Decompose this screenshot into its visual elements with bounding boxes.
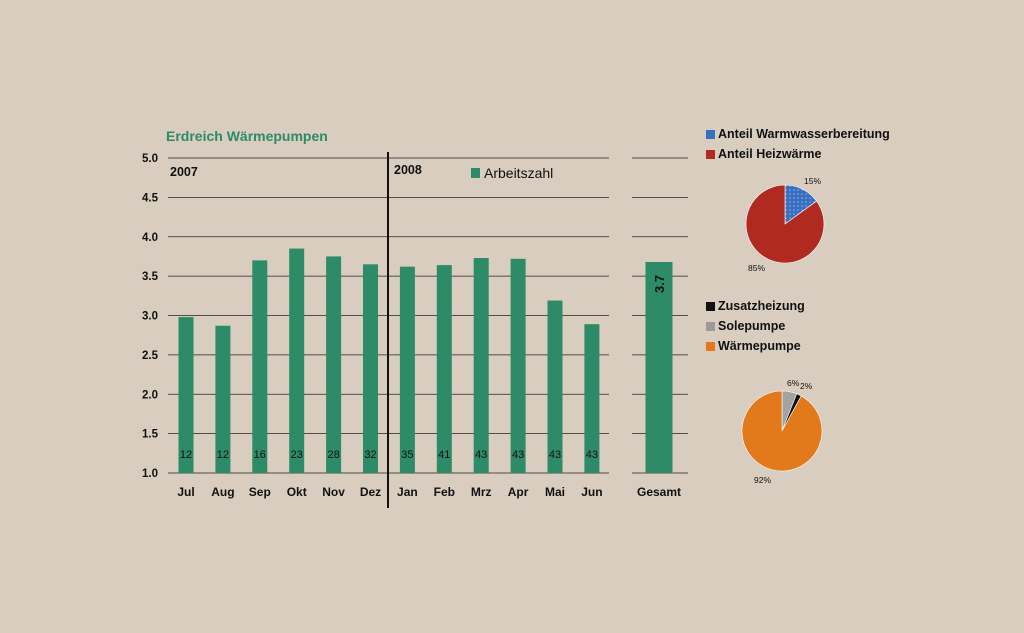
y-tick-label: 3.5 (142, 271, 159, 283)
legend-heizwaerme: Anteil Heizwärme (706, 147, 822, 161)
y-tick-label: 2.0 (142, 389, 158, 401)
bar-label-jul: 12 (180, 449, 192, 461)
x-tick-feb: Feb (434, 485, 455, 499)
bar-feb (436, 265, 452, 473)
y-axis-tick-labels: 1.0 1.5 2.0 2.5 3.0 3.5 4.0 4.5 5.0 (142, 153, 159, 480)
pie-label-wärmepumpe: 92% (754, 475, 771, 485)
x-tick-aug: Aug (211, 485, 234, 499)
y-tick-label: 5.0 (142, 153, 158, 165)
x-tick-dez: Dez (360, 485, 381, 499)
legend-swatch-arbeitszahl (471, 168, 480, 178)
gridlines (168, 157, 688, 474)
y-tick-label: 1.5 (142, 429, 159, 441)
bar-label-okt: 23 (291, 449, 303, 461)
bar-aug (215, 325, 231, 473)
bars: 12 12 16 23 28 32 35 41 43 43 43 43 3.7 (178, 248, 673, 473)
bar-mai (547, 300, 563, 473)
legend-swatch-heizwaerme (706, 149, 715, 159)
x-tick-nov: Nov (322, 485, 345, 499)
legend-swatch-waermepumpe (706, 341, 715, 351)
bar-label-gesamt: 3.7 (652, 275, 667, 293)
bar-apr (510, 258, 526, 473)
pie-chart-energieanteil: 6% 2% 92% (741, 378, 823, 485)
pie-slice-anteil-heizwärme (745, 184, 825, 264)
legend-swatch-zusatzheizung (706, 301, 715, 311)
bar-label-sep: 16 (254, 449, 266, 461)
y-tick-label: 4.5 (142, 192, 159, 204)
x-tick-jun: Jun (581, 485, 602, 499)
y-tick-label: 2.5 (142, 350, 159, 362)
bar-label-jun: 43 (586, 449, 598, 461)
x-tick-okt: Okt (287, 485, 307, 499)
bar-mrz (473, 258, 489, 473)
x-tick-mai: Mai (545, 485, 565, 499)
bar-okt (289, 248, 305, 473)
legend-label-heizwaerme: Anteil Heizwärme (718, 147, 822, 161)
legend-label-warmwasser: Anteil Warmwasserbereitung (718, 127, 890, 141)
legend-swatch-solepumpe (706, 321, 715, 331)
bar-label-aug: 12 (217, 449, 229, 461)
chart-title: Erdreich Wärmepumpen (166, 128, 328, 144)
bar-label-mrz: 43 (475, 449, 487, 461)
year-label-2007: 2007 (170, 165, 198, 179)
x-tick-jul: Jul (177, 485, 194, 499)
bar-label-feb: 41 (438, 449, 450, 461)
pie-label-zusatzheizung: 2% (800, 381, 813, 391)
bar-label-dez: 32 (364, 449, 376, 461)
x-tick-apr: Apr (508, 485, 529, 499)
bar-nov (326, 256, 342, 473)
legend-label-zusatzheizung: Zusatzheizung (718, 299, 805, 313)
pie-slice-wärmepumpe (741, 390, 823, 472)
bar-gesamt (645, 261, 673, 473)
pie-label-anteil-warmwasserbereitung: 15% (804, 176, 821, 186)
legend-arbeitszahl: Arbeitszahl (484, 165, 553, 181)
legend-label-waermepumpe: Wärmepumpe (718, 339, 801, 353)
y-tick-label: 4.0 (142, 232, 158, 244)
legend-swatch-warmwasser (706, 129, 715, 139)
bar-jan (399, 266, 415, 473)
bar-label-apr: 43 (512, 449, 524, 461)
legend-zusatzheizung: Zusatzheizung (706, 299, 805, 313)
bar-label-jan: 35 (401, 449, 413, 461)
year-label-2008: 2008 (394, 163, 422, 177)
legend-warmwasser: Anteil Warmwasserbereitung (706, 127, 890, 141)
legend-waermepumpe: Wärmepumpe (706, 339, 801, 353)
bar-jun (584, 324, 600, 473)
bar-jul (178, 317, 194, 473)
legend-solepumpe: Solepumpe (706, 319, 785, 333)
bar-label-mai: 43 (549, 449, 561, 461)
x-tick-jan: Jan (397, 485, 418, 499)
bar-sep (252, 260, 268, 473)
bar-dez (363, 264, 378, 473)
y-tick-label: 1.0 (142, 468, 158, 480)
pie-label-anteil-heizwärme: 85% (748, 263, 765, 273)
pie-label-solepumpe: 6% (787, 378, 800, 388)
pie-chart-waermeanteil: 15% 85% (745, 176, 825, 273)
bar-label-nov: 28 (327, 449, 339, 461)
x-tick-gesamt: Gesamt (637, 485, 681, 499)
x-tick-sep: Sep (249, 485, 271, 499)
x-axis-tick-labels: Jul Aug Sep Okt Nov Dez Jan Feb Mrz Apr Mai Jun Gesa… (177, 485, 681, 499)
y-tick-label: 3.0 (142, 311, 158, 323)
x-tick-mrz: Mrz (471, 485, 492, 499)
legend-label-solepumpe: Solepumpe (718, 319, 786, 333)
